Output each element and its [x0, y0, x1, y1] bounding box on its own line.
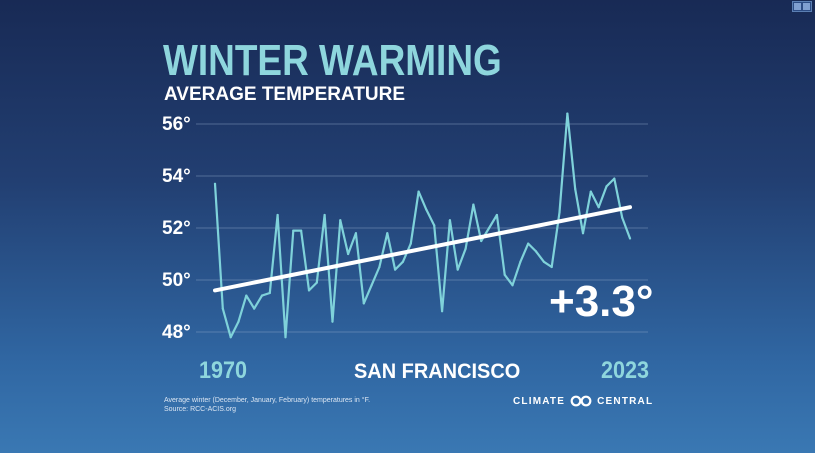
- data-point-1988: [354, 232, 358, 235]
- data-point-2021: [613, 177, 616, 180]
- data-point-1999: [440, 310, 444, 313]
- brand-left-text: CLIMATE: [513, 395, 566, 407]
- data-point-2005: [487, 226, 491, 230]
- data-point-2019: [597, 206, 600, 209]
- brand-right-text: CENTRAL: [597, 395, 654, 407]
- data-point-2011: [534, 250, 538, 253]
- data-point-2022: [621, 216, 624, 219]
- data-point-1998: [433, 224, 436, 227]
- y-tick-50: 50°: [162, 270, 191, 291]
- temperature-change-label: +3.3°: [549, 277, 654, 326]
- y-tick-56: 56°: [162, 114, 191, 135]
- data-point-1972: [229, 336, 232, 339]
- climate-central-logo: CLIMATE CENTRAL: [513, 395, 653, 407]
- data-point-2003: [472, 203, 475, 206]
- data-point-1977: [268, 291, 271, 295]
- data-point-1986: [339, 219, 342, 222]
- data-point-2006: [495, 213, 498, 217]
- footnote-source: Source: RCC-ACIS.org: [164, 406, 236, 413]
- x-start-label: 1970: [199, 357, 248, 384]
- data-point-2002: [464, 247, 467, 250]
- data-point-2018: [589, 190, 592, 193]
- location-label: SAN FRANCISCO: [354, 360, 521, 383]
- data-point-2014: [558, 211, 561, 214]
- data-point-2000: [448, 219, 452, 222]
- data-point-1971: [221, 307, 224, 310]
- data-point-1974: [245, 294, 248, 297]
- data-point-2020: [605, 185, 608, 188]
- data-point-1994: [401, 260, 405, 263]
- chart-title: WINTER WARMING: [163, 36, 502, 85]
- data-point-1980: [292, 229, 295, 232]
- data-point-1992: [386, 232, 389, 235]
- data-point-2016: [574, 187, 577, 191]
- data-point-2015: [566, 112, 569, 115]
- data-point-1983: [315, 281, 318, 284]
- data-point-2010: [527, 242, 530, 245]
- data-point-1985: [331, 320, 334, 323]
- linked-rings-icon: [570, 395, 592, 407]
- trend-line: [213, 205, 632, 293]
- data-point-2008: [511, 284, 514, 287]
- data-point-1997: [425, 208, 428, 211]
- data-point-2023: [628, 237, 632, 240]
- footnote: Average winter (December, January, Febru…: [164, 396, 370, 414]
- data-point-1975: [253, 307, 256, 310]
- data-point-1989: [362, 302, 365, 305]
- series-points: [213, 112, 632, 339]
- data-point-1979: [284, 336, 287, 339]
- data-point-2004: [480, 239, 483, 243]
- data-point-1981: [300, 229, 303, 232]
- x-end-label: 2023: [601, 357, 650, 384]
- footnote-description: Average winter (December, January, Febru…: [164, 397, 371, 404]
- data-point-1996: [417, 190, 420, 193]
- data-point-2013: [550, 265, 553, 269]
- window-control-icon[interactable]: [792, 1, 812, 12]
- data-point-1987: [347, 252, 350, 256]
- temperature-series-line: [213, 112, 632, 339]
- data-point-2009: [519, 260, 522, 263]
- data-point-1970: [213, 182, 217, 185]
- data-point-1978: [276, 213, 279, 217]
- data-point-2012: [542, 260, 545, 263]
- data-point-2007: [503, 273, 506, 276]
- data-point-1995: [409, 242, 412, 245]
- chart-subtitle: AVERAGE TEMPERATURE: [164, 84, 406, 105]
- data-point-2017: [581, 232, 585, 235]
- data-point-2001: [456, 268, 459, 271]
- data-point-1982: [307, 289, 311, 292]
- data-point-1973: [237, 320, 240, 323]
- data-point-1976: [260, 294, 264, 297]
- data-point-1993: [393, 268, 397, 271]
- data-point-1984: [323, 213, 326, 217]
- data-point-1990: [370, 284, 373, 287]
- y-tick-48: 48°: [162, 322, 191, 343]
- y-tick-54: 54°: [162, 166, 191, 187]
- data-point-1991: [378, 265, 381, 269]
- y-tick-52: 52°: [162, 218, 191, 239]
